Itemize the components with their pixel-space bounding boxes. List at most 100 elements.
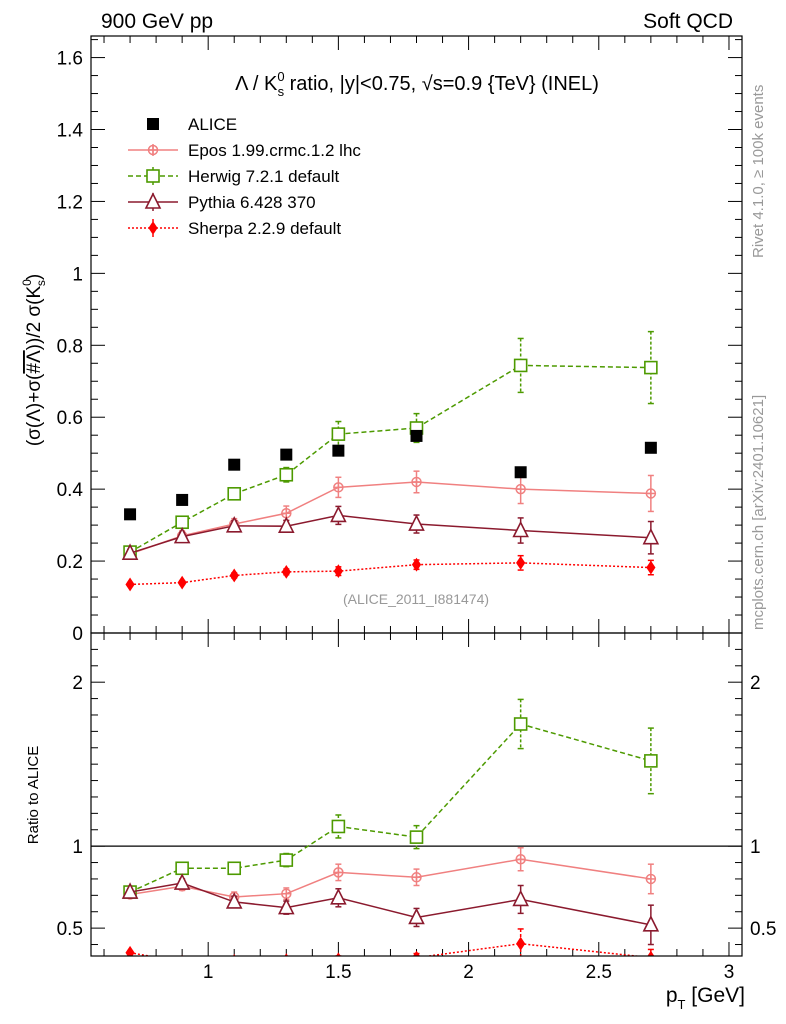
legend-entry: ALICE [147, 115, 237, 134]
ratio-y-tick-label: 2 [72, 673, 83, 694]
legend-label: Sherpa 2.2.9 default [188, 219, 341, 238]
main-sherpa-point [281, 564, 291, 579]
x-tick-label: 2 [463, 962, 474, 983]
ratio-herwig-point [644, 754, 658, 768]
ratio-pythia-point [330, 888, 347, 905]
main-data-point [280, 448, 293, 461]
ratio-pythia [121, 873, 660, 946]
main-pythia-point [408, 514, 425, 531]
ratio-pythia-point [278, 897, 295, 915]
rivet-label: Rivet 4.1.0, ≥ 100k events [750, 85, 767, 258]
main-pythia-line [129, 514, 651, 554]
main-pythia-point [225, 516, 243, 533]
main-sherpa-point [646, 560, 656, 575]
mcplots-label: mcplots.cern.ch [arXiv:2401.10621] [750, 395, 767, 630]
main-y-tick-label: 0.2 [57, 552, 83, 573]
main-y-tick-label: 0.4 [57, 480, 84, 501]
main-pythia-point [173, 526, 191, 544]
legend-label: Epos 1.99.crmc.1.2 lhc [188, 141, 361, 160]
ratio-sherpa-point [125, 945, 135, 956]
main-data-point [514, 466, 527, 479]
main-herwig-point [331, 427, 346, 441]
main-pythia-point [278, 516, 295, 533]
main-data-point [644, 441, 657, 454]
ratio-epos-point [515, 854, 526, 865]
legend-marker [146, 169, 160, 183]
ratio-epos-point [333, 867, 344, 878]
main-sherpa-point [411, 557, 422, 572]
main-pythia-point [330, 505, 347, 523]
ratio-pythia-point [121, 882, 139, 899]
ratio-y-axis-label: Ratio to ALICE [25, 746, 42, 844]
main-sherpa-point [177, 575, 187, 590]
legend-label: Pythia 6.428 370 [188, 193, 316, 212]
x-axis-label: pT [GeV] [666, 984, 745, 1012]
main-sherpa-point [125, 577, 135, 592]
legend-entry: Pythia 6.428 370 [128, 192, 316, 212]
ratio-y-tick-label: 0.5 [57, 919, 83, 940]
ratio-epos-point [281, 888, 292, 899]
main-pythia-point [642, 527, 660, 545]
legend-marker [147, 144, 159, 156]
ratio-y-tick-label-right: 1 [750, 837, 761, 858]
main-y-axis-label: (σ(Λ)+σ(#Λ))/2 σ(K0s) [20, 274, 48, 446]
ratio-plot-frame [90, 632, 743, 957]
legend-marker [144, 192, 162, 209]
legend-entry: Sherpa 2.2.9 default [128, 219, 341, 238]
x-tick-label: 1 [203, 962, 214, 983]
main-y-tick-label: 1.2 [57, 192, 83, 213]
main-herwig-point [513, 358, 528, 373]
analysis-watermark: (ALICE_2011_I881474) [343, 591, 489, 607]
main-herwig [123, 330, 658, 559]
main-epos [124, 470, 657, 560]
x-tick-label: 1.5 [325, 962, 351, 983]
main-pythia [121, 505, 660, 560]
main-data-point [228, 458, 241, 471]
main-pythia-point [121, 543, 139, 560]
ratio-y-tick-label-right: 0.5 [750, 919, 776, 940]
legend-label: ALICE [188, 115, 237, 134]
main-series [121, 330, 660, 592]
ratio-herwig-line [129, 723, 652, 893]
ratio-pythia-point [512, 889, 529, 907]
legend-entry: Epos 1.99.crmc.1.2 lhc [128, 141, 361, 160]
ratio-pythia-point [173, 873, 191, 890]
main-sherpa-point [333, 564, 343, 579]
main-y-tick-label: 1.4 [57, 121, 84, 142]
ratio-herwig-point [409, 830, 424, 844]
ratio-pythia-point [225, 892, 243, 909]
main-y-tick-label: 0 [72, 624, 83, 645]
main-herwig-point [175, 515, 189, 530]
legend: ALICE Epos 1.99.crmc.1.2 lhc Herwig 7.2.1 … [128, 115, 361, 238]
main-y-tick-label: 0.8 [57, 336, 83, 357]
ratio-herwig-point [175, 861, 189, 876]
main-herwig-line [129, 364, 651, 553]
ratio-sherpa-point [335, 952, 341, 956]
legend-marker [147, 118, 159, 130]
ratio-epos-point [645, 873, 657, 885]
legend-entry: Herwig 7.2.1 default [128, 167, 339, 186]
legend-marker [148, 221, 158, 235]
main-pythia-point [512, 520, 529, 538]
legend-label: Herwig 7.2.1 default [188, 167, 339, 186]
ratio-epos-line [129, 858, 651, 898]
x-tick-label: 2.5 [586, 962, 612, 983]
main-y-tick-label: 0.6 [57, 408, 83, 429]
main-data-point [176, 493, 189, 506]
main-epos-point [645, 488, 657, 499]
ratio-epos [124, 847, 657, 903]
main-y-tick-label: 1 [72, 264, 83, 285]
main-data-point [124, 508, 137, 521]
main-y-tick-label: 1.6 [57, 49, 83, 70]
main-herwig-point [644, 360, 658, 375]
ratio-sherpa [125, 928, 655, 956]
main-sherpa [125, 554, 656, 592]
ratio-sherpa-point [647, 950, 655, 956]
main-epos-point [515, 483, 526, 495]
main-herwig-point [227, 487, 242, 501]
main-data-point [410, 429, 423, 442]
main-sherpa-line [130, 562, 651, 586]
main-epos-point [333, 482, 344, 493]
ratio-pythia-line [129, 882, 652, 926]
